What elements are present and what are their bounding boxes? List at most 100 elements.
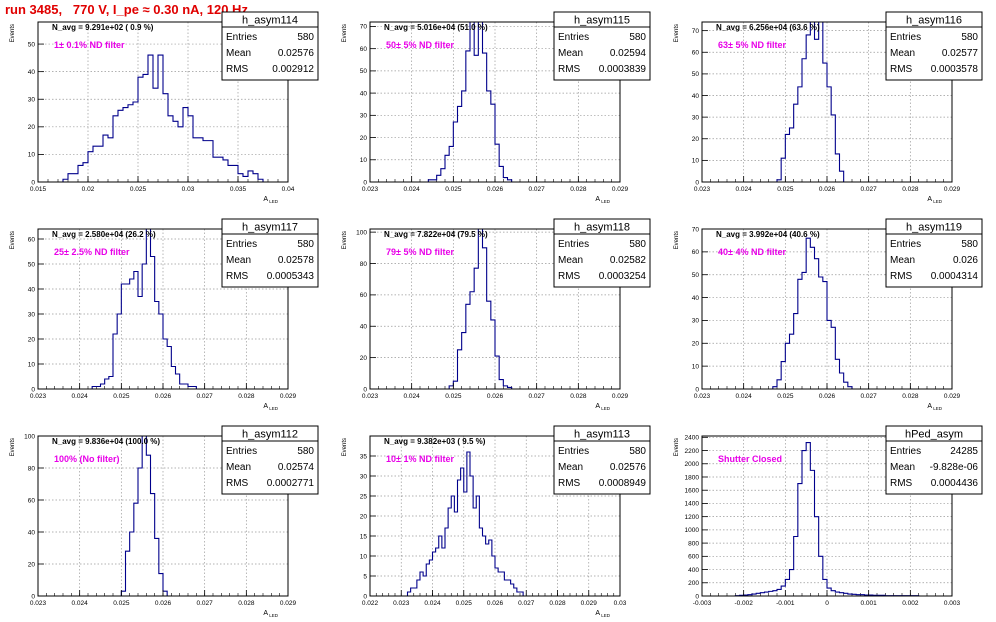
x-tick-label: 0.027 bbox=[197, 600, 214, 607]
y-tick-label: 20 bbox=[692, 341, 700, 348]
y-tick-label: 40 bbox=[28, 529, 36, 536]
x-axis-label-sub: LED bbox=[600, 406, 611, 411]
y-tick-label: 800 bbox=[688, 540, 699, 547]
histogram-bin bbox=[158, 55, 163, 182]
y-tick-label: 50 bbox=[692, 272, 700, 279]
stats-value: 580 bbox=[961, 239, 978, 250]
histogram-bin bbox=[474, 268, 478, 389]
histogram-bin bbox=[449, 146, 453, 182]
histogram-bin bbox=[146, 455, 150, 596]
stats-title: h_asym114 bbox=[242, 15, 298, 27]
y-tick-label: 10 bbox=[360, 553, 368, 560]
n-avg-label: N_avg = 9.291e+02 ( 0.9 %) bbox=[52, 23, 154, 32]
stats-value: 0.02577 bbox=[942, 48, 979, 59]
histogram-bin bbox=[183, 108, 188, 182]
histogram-bin bbox=[436, 548, 439, 596]
histogram-bin bbox=[159, 574, 163, 596]
y-tick-label: 25 bbox=[360, 493, 368, 500]
histogram-bin bbox=[142, 436, 146, 596]
stats-value: 0.02576 bbox=[278, 48, 315, 59]
stats-key: Entries bbox=[558, 446, 589, 457]
histogram-bin bbox=[126, 551, 130, 596]
y-tick-label: 10 bbox=[692, 158, 700, 165]
x-tick-label: 0.015 bbox=[30, 186, 47, 193]
histogram-bin bbox=[462, 333, 466, 389]
stats-title: h_asym117 bbox=[242, 222, 298, 234]
histogram-bin bbox=[806, 35, 810, 182]
histogram-pad: 0.023 0.024 0.025 0.026 0.027 0.028 0.029 0 10 20… bbox=[674, 11, 983, 204]
y-tick-label: 50 bbox=[28, 41, 36, 48]
histogram-bin bbox=[128, 105, 133, 182]
stats-value: 0.0003839 bbox=[599, 64, 647, 75]
x-tick-label: 0.025 bbox=[130, 186, 147, 193]
histogram-bin bbox=[781, 362, 785, 389]
y-tick-label: 50 bbox=[28, 261, 36, 268]
y-tick-label: 40 bbox=[28, 286, 36, 293]
x-tick-label: 0.03 bbox=[182, 186, 195, 193]
y-tick-label: 600 bbox=[688, 554, 699, 561]
x-tick-label: 0.024 bbox=[736, 186, 753, 193]
y-tick-label: 0 bbox=[695, 179, 699, 186]
stats-key: Mean bbox=[558, 255, 583, 266]
y-tick-label: 30 bbox=[360, 473, 368, 480]
stats-value: 0.02594 bbox=[610, 48, 647, 59]
x-tick-label: 0.024 bbox=[404, 186, 421, 193]
histogram-bin bbox=[146, 229, 150, 389]
stats-value: 0.0004314 bbox=[931, 271, 979, 282]
y-tick-label: 35 bbox=[360, 453, 368, 460]
histogram-line bbox=[120, 435, 168, 596]
x-tick-label: 0.028 bbox=[570, 393, 587, 400]
y-tick-label: 2000 bbox=[685, 461, 700, 468]
stats-key: Entries bbox=[226, 32, 257, 43]
histogram-bin bbox=[504, 580, 507, 596]
histogram-bin bbox=[101, 384, 105, 389]
x-tick-label: 0.023 bbox=[30, 393, 47, 400]
stats-value: 580 bbox=[629, 32, 646, 43]
stats-box bbox=[885, 11, 983, 81]
x-tick-label: 0.025 bbox=[113, 600, 130, 607]
y-tick-label: 50 bbox=[692, 71, 700, 78]
histogram-bin bbox=[495, 144, 499, 182]
histogram-bin bbox=[777, 380, 781, 389]
stats-key: Entries bbox=[890, 239, 921, 250]
x-tick-label: 0.026 bbox=[819, 393, 836, 400]
histogram-bin bbox=[68, 174, 73, 182]
x-axis-label-sub: LED bbox=[268, 199, 279, 204]
histogram-bin bbox=[810, 470, 814, 596]
y-tick-label: 40 bbox=[692, 93, 700, 100]
histogram-bin bbox=[133, 102, 138, 182]
y-axis-label: Events bbox=[674, 24, 680, 42]
stats-key: RMS bbox=[890, 271, 913, 282]
histogram-bin bbox=[777, 589, 781, 596]
stats-key: RMS bbox=[558, 478, 581, 489]
stats-value: 0.0005343 bbox=[267, 271, 315, 282]
x-axis-label: A LED bbox=[263, 610, 278, 618]
y-tick-label: 0 bbox=[695, 386, 699, 393]
histogram-line bbox=[448, 228, 513, 389]
x-tick-label: 0.029 bbox=[612, 393, 629, 400]
histogram-bin bbox=[414, 588, 417, 596]
stats-value: 24285 bbox=[950, 446, 978, 457]
y-tick-label: 30 bbox=[692, 318, 700, 325]
histogram-bin bbox=[445, 155, 449, 182]
histogram-bin bbox=[78, 165, 83, 182]
stats-value: 580 bbox=[629, 239, 646, 250]
histogram-bin bbox=[470, 292, 474, 389]
histogram-bin bbox=[835, 592, 839, 596]
filter-annotation: 79± 5% ND filter bbox=[386, 247, 454, 257]
histogram-bin bbox=[819, 556, 823, 596]
x-tick-label: 0.028 bbox=[549, 600, 566, 607]
stats-value: 580 bbox=[297, 32, 314, 43]
stats-key: RMS bbox=[226, 478, 249, 489]
x-tick-label: 0.025 bbox=[445, 186, 462, 193]
y-tick-label: 70 bbox=[692, 28, 700, 35]
histogram-bin bbox=[442, 548, 445, 596]
stats-key: Mean bbox=[226, 462, 251, 473]
stats-key: Mean bbox=[890, 462, 915, 473]
y-tick-label: 1600 bbox=[685, 488, 700, 495]
histogram-bin bbox=[121, 591, 125, 596]
histogram-bin bbox=[208, 141, 213, 182]
stats-value: 0.02582 bbox=[610, 255, 647, 266]
stats-value: 580 bbox=[629, 446, 646, 457]
histogram-bin bbox=[835, 154, 839, 182]
